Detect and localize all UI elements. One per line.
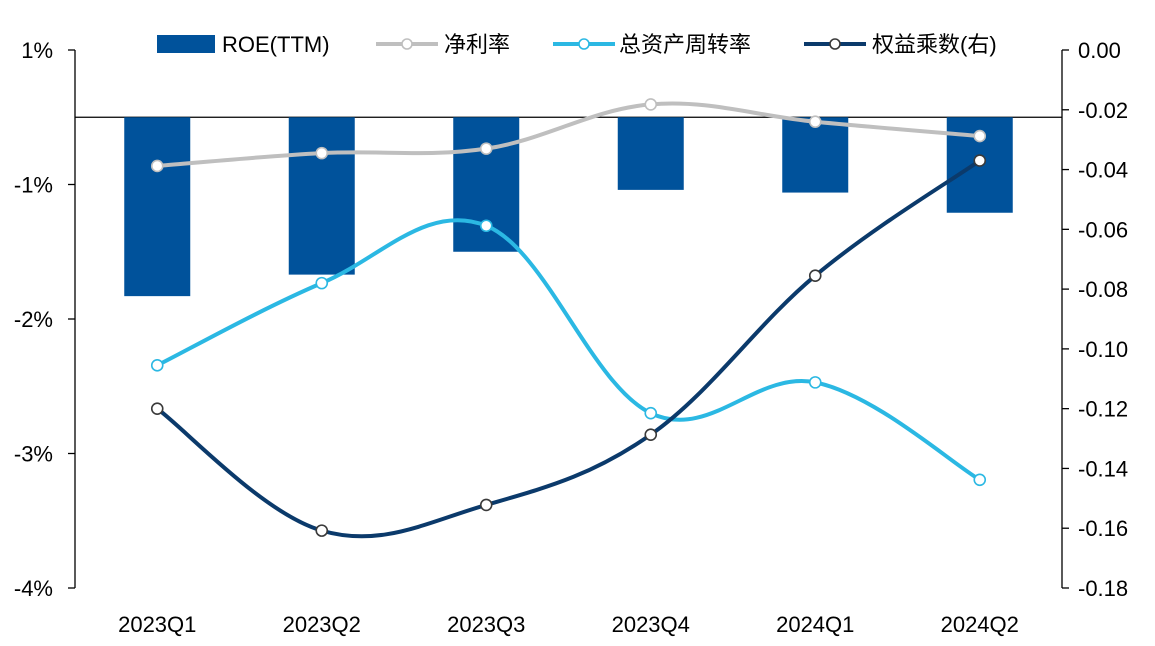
legend-swatch-marker	[829, 38, 841, 50]
right-tick-label: 0.00	[1078, 38, 1121, 63]
category-label: 2023Q2	[283, 612, 361, 637]
legend-swatch-marker	[401, 38, 413, 50]
bar-roe	[124, 117, 191, 297]
point-asset-turnover	[644, 406, 658, 420]
point-equity-multiplier	[479, 498, 493, 512]
line-series	[150, 98, 987, 539]
point-equity-multiplier	[644, 428, 658, 441]
category-label: 2024Q2	[941, 612, 1019, 637]
legend-label: 总资产周转率	[619, 32, 751, 57]
point-net-margin	[973, 129, 987, 143]
point-net-margin	[150, 159, 164, 173]
right-tick-label: -0.06	[1078, 217, 1128, 242]
left-tick-label: 1%	[21, 38, 53, 63]
point-asset-turnover	[973, 473, 987, 487]
legend-label: 净利率	[444, 32, 510, 57]
category-label: 2023Q3	[447, 612, 525, 637]
point-asset-turnover	[479, 219, 493, 233]
left-tick-label: -3%	[14, 442, 53, 467]
right-tick-label: -0.12	[1078, 397, 1128, 422]
bar-roe	[288, 117, 355, 275]
line-asset-turnover	[155, 218, 982, 482]
legend-label: 权益乘数(右)	[872, 32, 997, 57]
right-tick-label: -0.14	[1078, 456, 1128, 481]
left-tick-label: -2%	[14, 307, 53, 332]
point-asset-turnover	[150, 359, 164, 372]
point-equity-multiplier	[808, 269, 822, 282]
right-tick-label: -0.04	[1078, 158, 1128, 183]
right-tick-label: -0.16	[1078, 516, 1128, 541]
point-equity-multiplier	[973, 154, 987, 167]
point-net-margin	[479, 142, 493, 155]
point-net-margin	[808, 115, 822, 129]
point-net-margin	[644, 98, 658, 111]
bar-roe	[782, 117, 849, 193]
legend-label: ROE(TTM)	[222, 32, 330, 57]
right-tick-label: -0.18	[1078, 576, 1128, 601]
category-label: 2024Q1	[776, 612, 854, 637]
point-net-margin	[315, 146, 329, 160]
bar-roe	[617, 117, 684, 190]
right-tick-label: -0.10	[1078, 337, 1128, 362]
point-asset-turnover	[315, 276, 329, 290]
line-equity-multiplier	[155, 158, 982, 539]
right-tick-label: -0.08	[1078, 277, 1128, 302]
point-asset-turnover	[808, 376, 822, 389]
left-tick-label: -4%	[14, 576, 53, 601]
legend: ROE(TTM) 净利率 总资产周转率 权益乘数(右)	[157, 32, 997, 57]
category-label: 2023Q4	[612, 612, 690, 637]
axes: 1% -1% -2% -3% -4% 0.00 -0.02 -0.04 -0.06 -0.08 -0…	[14, 38, 1128, 637]
category-label: 2023Q1	[118, 612, 196, 637]
left-tick-label: -1%	[14, 173, 53, 198]
right-tick-label: -0.02	[1078, 98, 1128, 123]
legend-swatch-bar	[157, 35, 215, 53]
legend-swatch-marker	[578, 38, 590, 50]
point-equity-multiplier	[150, 402, 164, 415]
bar-series	[124, 117, 1013, 297]
line-net-margin	[155, 101, 982, 168]
point-equity-multiplier	[315, 524, 329, 537]
